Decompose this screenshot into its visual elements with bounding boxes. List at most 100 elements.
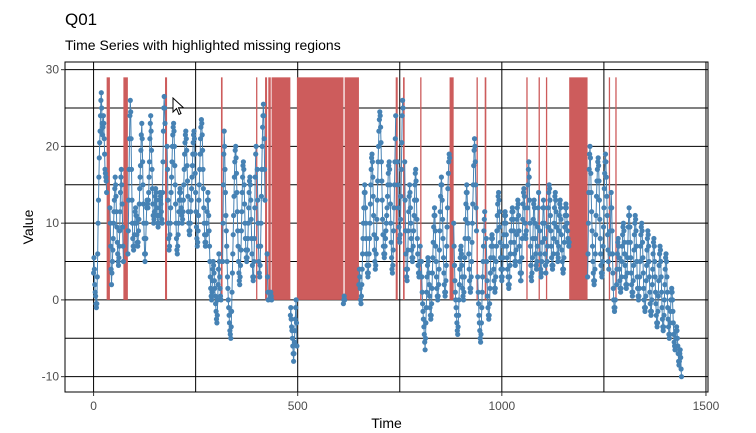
data-point (260, 144, 265, 149)
data-point (525, 182, 530, 187)
data-point (139, 121, 144, 126)
data-point (517, 244, 522, 249)
data-point (188, 209, 193, 214)
data-point (245, 247, 250, 252)
data-point (129, 167, 134, 172)
data-point (149, 129, 154, 134)
data-point (459, 263, 464, 268)
data-point (342, 297, 347, 302)
data-point (96, 198, 101, 203)
data-point (440, 236, 445, 241)
data-point (384, 221, 389, 226)
data-point (533, 251, 538, 256)
data-point (259, 194, 264, 199)
data-point (396, 205, 401, 210)
data-point (379, 178, 384, 183)
data-point (172, 144, 177, 149)
data-point (147, 159, 152, 164)
data-point (443, 290, 448, 295)
data-point (487, 313, 492, 318)
data-point (662, 297, 667, 302)
missing-region (485, 77, 487, 300)
data-point (452, 263, 457, 268)
data-point (466, 251, 471, 256)
data-point (675, 336, 680, 341)
data-point (494, 259, 499, 264)
data-point (658, 247, 663, 252)
data-point (206, 213, 211, 218)
data-point (390, 263, 395, 268)
data-point (640, 228, 645, 233)
data-point (461, 297, 466, 302)
data-point (145, 205, 150, 210)
data-point (120, 224, 125, 229)
data-point (558, 217, 563, 222)
data-point (596, 155, 601, 160)
data-point (679, 374, 684, 379)
data-point (382, 251, 387, 256)
missing-region (526, 77, 527, 300)
data-point (120, 244, 125, 249)
data-point (399, 140, 404, 145)
data-point (507, 274, 512, 279)
data-point (480, 274, 485, 279)
data-point (545, 259, 550, 264)
data-point (193, 171, 198, 176)
data-point (556, 255, 561, 260)
missing-region (268, 77, 270, 300)
data-point (613, 297, 618, 302)
missing-region (221, 77, 223, 300)
data-point (456, 297, 461, 302)
data-point (585, 274, 590, 279)
data-point (606, 259, 611, 264)
data-point (378, 113, 383, 118)
data-point (200, 167, 205, 172)
data-point (241, 159, 246, 164)
data-point (242, 201, 247, 206)
data-point (239, 209, 244, 214)
data-point (360, 267, 365, 272)
x-tick-label: 0 (90, 399, 97, 413)
data-point (129, 136, 134, 141)
data-point (659, 274, 664, 279)
data-point (478, 332, 483, 337)
data-point (651, 251, 656, 256)
data-point (523, 236, 528, 241)
data-point (458, 244, 463, 249)
data-point (239, 228, 244, 233)
data-point (363, 190, 368, 195)
data-point (253, 152, 258, 157)
missing-region (569, 77, 587, 300)
data-point (395, 159, 400, 164)
data-point (419, 259, 424, 264)
data-point (547, 186, 552, 191)
data-point (490, 236, 495, 241)
x-tick-label: 500 (288, 399, 308, 413)
missing-region (265, 77, 267, 300)
data-point (225, 274, 230, 279)
data-point (601, 224, 606, 229)
data-point (598, 236, 603, 241)
data-point (388, 201, 393, 206)
data-point (224, 244, 229, 249)
y-tick-label: -10 (42, 370, 60, 384)
data-point (461, 290, 466, 295)
data-point (447, 155, 452, 160)
data-point (119, 167, 124, 172)
data-point (240, 175, 245, 180)
data-point (248, 198, 253, 203)
data-point (670, 309, 675, 314)
data-point (178, 190, 183, 195)
data-point (433, 244, 438, 249)
data-point (126, 228, 131, 233)
data-point (222, 129, 227, 134)
data-point (142, 259, 147, 264)
data-point (261, 113, 266, 118)
data-point (536, 205, 541, 210)
data-point (429, 313, 434, 318)
data-point (633, 228, 638, 233)
data-point (604, 194, 609, 199)
data-point (212, 278, 217, 283)
data-point (598, 251, 603, 256)
